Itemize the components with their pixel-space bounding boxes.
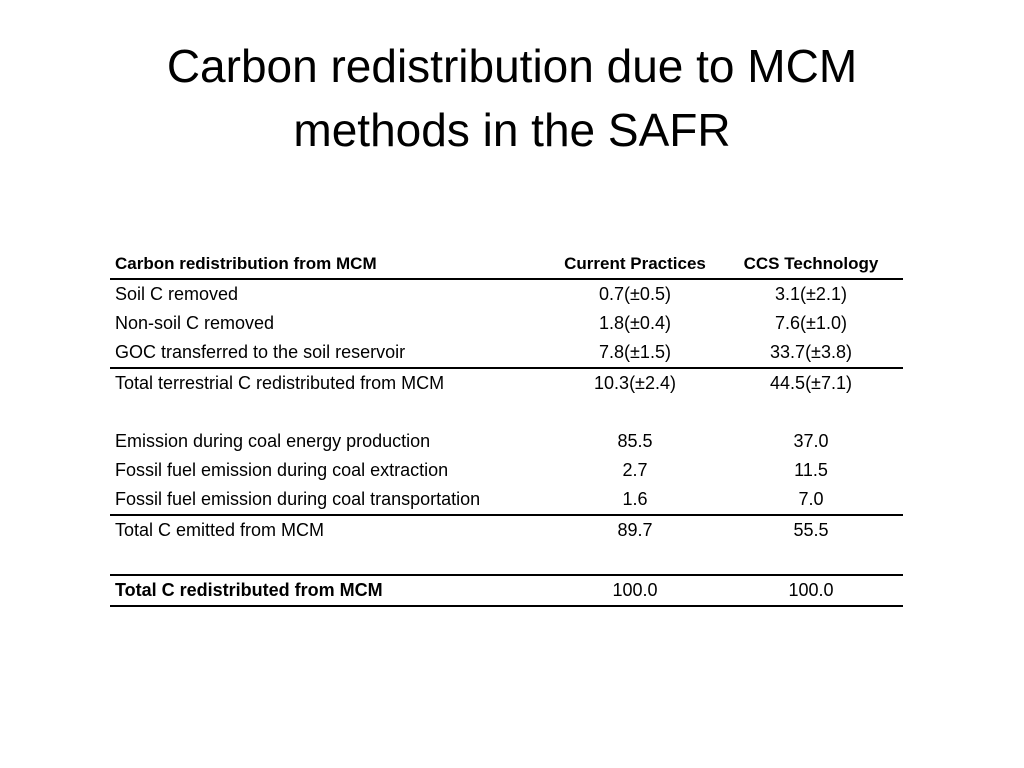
ccs-technology-cell: 7.0	[798, 489, 824, 509]
slide-title-line-1: Carbon redistribution due to MCM	[166, 40, 858, 92]
table-row: GOC transferred to the soil reservoir 7.…	[110, 338, 903, 368]
ccs-technology-cell: 100.0	[719, 574, 903, 607]
ccs-technology-cell: 55.5	[719, 514, 903, 545]
slide-title: Carbon redistribution due to MCM methods…	[60, 34, 964, 162]
header-carbon-redistribution: Carbon redistribution from MCM	[110, 249, 551, 280]
header-ccs-technology: CCS Technology	[719, 249, 903, 280]
row-label: GOC transferred to the soil reservoir	[115, 342, 406, 362]
row-label: Total C emitted from MCM	[110, 514, 551, 545]
row-label: Total C redistributed from MCM	[110, 574, 551, 607]
table-row: Fossil fuel emission during coal transpo…	[110, 485, 903, 515]
ccs-technology-cell: 7.6(±1.0)	[775, 313, 847, 333]
current-practices-cell	[551, 398, 719, 427]
current-practices-cell: 10.3(±2.4)	[551, 367, 719, 398]
table-spacer-row	[110, 545, 903, 575]
current-practices-cell: 7.8(±1.5)	[599, 342, 671, 362]
current-practices-cell: 1.8(±0.4)	[599, 313, 671, 333]
table-row-subtotal: Total terrestrial C redistributed from M…	[110, 367, 903, 398]
ccs-technology-cell: 44.5(±7.1)	[719, 367, 903, 398]
row-label	[110, 545, 551, 575]
slide-title-line-2: methods in the SAFR	[293, 104, 731, 156]
current-practices-cell: 1.6	[622, 489, 648, 509]
table-spacer-row	[110, 398, 903, 427]
current-practices-cell	[551, 545, 719, 575]
current-practices-cell: 85.5	[617, 431, 653, 451]
table-row-grand-total: Total C redistributed from MCM 100.0 100…	[110, 574, 903, 607]
table-row: Emission during coal energy production 8…	[110, 427, 903, 456]
current-practices-cell: 100.0	[551, 574, 719, 607]
row-label: Emission during coal energy production	[115, 431, 431, 451]
table-row: Fossil fuel emission during coal extract…	[110, 456, 903, 485]
row-label: Soil C removed	[115, 284, 239, 304]
row-label: Total terrestrial C redistributed from M…	[110, 367, 551, 398]
ccs-technology-cell: 37.0	[793, 431, 829, 451]
current-practices-cell: 0.7(±0.5)	[599, 284, 671, 304]
current-practices-cell: 89.7	[551, 514, 719, 545]
carbon-redistribution-table: Carbon redistribution from MCM Current P…	[110, 249, 903, 607]
table-header-row: Carbon redistribution from MCM Current P…	[110, 249, 903, 280]
row-label	[110, 398, 551, 427]
ccs-technology-cell: 3.1(±2.1)	[775, 284, 847, 304]
table-row: Soil C removed 0.7(±0.5) 3.1(±2.1)	[110, 279, 903, 309]
ccs-technology-cell	[719, 545, 903, 575]
row-label: Fossil fuel emission during coal extract…	[115, 460, 449, 480]
row-label: Non-soil C removed	[115, 313, 275, 333]
ccs-technology-cell: 33.7(±3.8)	[770, 342, 852, 362]
header-current-practices: Current Practices	[551, 249, 719, 280]
table-row: Non-soil C removed 1.8(±0.4) 7.6(±1.0)	[110, 309, 903, 338]
table-row-subtotal: Total C emitted from MCM 89.7 55.5	[110, 514, 903, 545]
ccs-technology-cell	[719, 398, 903, 427]
row-label: Fossil fuel emission during coal transpo…	[115, 489, 481, 509]
current-practices-cell: 2.7	[622, 460, 648, 480]
ccs-technology-cell: 11.5	[794, 460, 828, 480]
